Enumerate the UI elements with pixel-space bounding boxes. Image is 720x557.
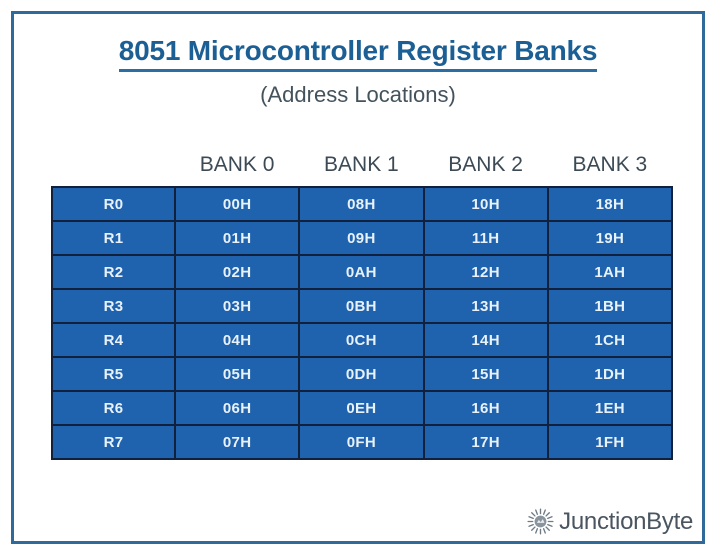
cell-register: R2 [51,254,176,290]
cell-bank1: 0BH [298,288,425,324]
brand-logo: JunctionByte [527,508,693,535]
cell-bank1: 08H [298,186,425,222]
cell-bank1: 09H [298,220,425,256]
table-row: R2 02H 0AH 12H 1AH [51,254,674,290]
table-body: R0 00H 08H 10H 18H R1 01H 09H 11H 19H [51,186,674,460]
page-subtitle: (Address Locations) [260,82,456,107]
cell-register: R3 [51,288,176,324]
table-row: R1 01H 09H 11H 19H [51,220,674,256]
cell-bank3: 1BH [546,288,674,324]
cell-bank0: 02H [173,254,301,290]
cell-bank0: 00H [173,186,301,222]
cell-bank3: 19H [546,220,674,256]
brand-logo-text: JunctionByte [559,507,693,535]
table-row: R5 05H 0DH 15H 1DH [51,356,674,392]
cell-bank3: 1FH [546,424,674,460]
cell-register: R1 [51,220,176,256]
cell-bank2: 17H [422,424,549,460]
cell-bank3: 1CH [546,322,674,358]
cell-bank2: 12H [422,254,549,290]
cell-bank0: 07H [173,424,301,460]
table-row: R3 03H 0BH 13H 1BH [51,288,674,324]
cell-bank1: 0EH [298,390,425,426]
cell-bank2: 13H [422,288,549,324]
cell-register: R7 [51,424,176,460]
cell-register: R0 [51,186,176,222]
page-frame: 8051 Microcontroller Register Banks (Add… [11,11,705,544]
cell-bank0: 05H [173,356,301,392]
sunburst-gear-icon [527,508,554,535]
register-banks-table-wrapper: BANK 0 BANK 1 BANK 2 BANK 3 R0 00H 08H 1… [51,146,674,460]
cell-bank0: 03H [173,288,301,324]
cell-bank2: 15H [422,356,549,392]
table-row: R4 04H 0CH 14H 1CH [51,322,674,358]
cell-bank3: 1EH [546,390,674,426]
table-row: R6 06H 0EH 16H 1EH [51,390,674,426]
table-header: BANK 0 BANK 1 BANK 2 BANK 3 [52,146,672,187]
cell-bank2: 10H [422,186,549,222]
column-header-register [52,146,175,187]
column-header-bank-0: BANK 0 [199,153,275,176]
page-title-text: 8051 Microcontroller Register Banks [118,35,597,72]
cell-bank2: 11H [422,220,549,256]
cell-register: R4 [51,322,176,358]
cell-bank3: 1AH [546,254,674,290]
table-header-row: BANK 0 BANK 1 BANK 2 BANK 3 [52,146,672,187]
column-header-bank-1: BANK 1 [324,153,399,176]
column-header-bank-3: BANK 3 [572,153,648,176]
cell-bank1: 0CH [298,322,425,358]
cell-bank2: 16H [422,390,549,426]
cell-register: R6 [51,390,176,426]
cell-bank0: 01H [173,220,301,256]
register-banks-table: BANK 0 BANK 1 BANK 2 BANK 3 R0 00H 08H 1… [51,146,674,460]
cell-bank2: 14H [422,322,549,358]
cell-bank0: 06H [173,390,301,426]
cell-bank3: 1DH [546,356,674,392]
cell-register: R5 [51,356,176,392]
table-row: R7 07H 0FH 17H 1FH [51,424,674,460]
cell-bank0: 04H [173,322,301,358]
cell-bank3: 18H [546,186,674,222]
column-header-bank-2: BANK 2 [448,153,523,176]
table-row: R0 00H 08H 10H 18H [51,186,674,222]
cell-bank1: 0FH [298,424,425,460]
page-title: 8051 Microcontroller Register Banks [14,35,702,72]
cell-bank1: 0AH [298,254,425,290]
cell-bank1: 0DH [298,356,425,392]
